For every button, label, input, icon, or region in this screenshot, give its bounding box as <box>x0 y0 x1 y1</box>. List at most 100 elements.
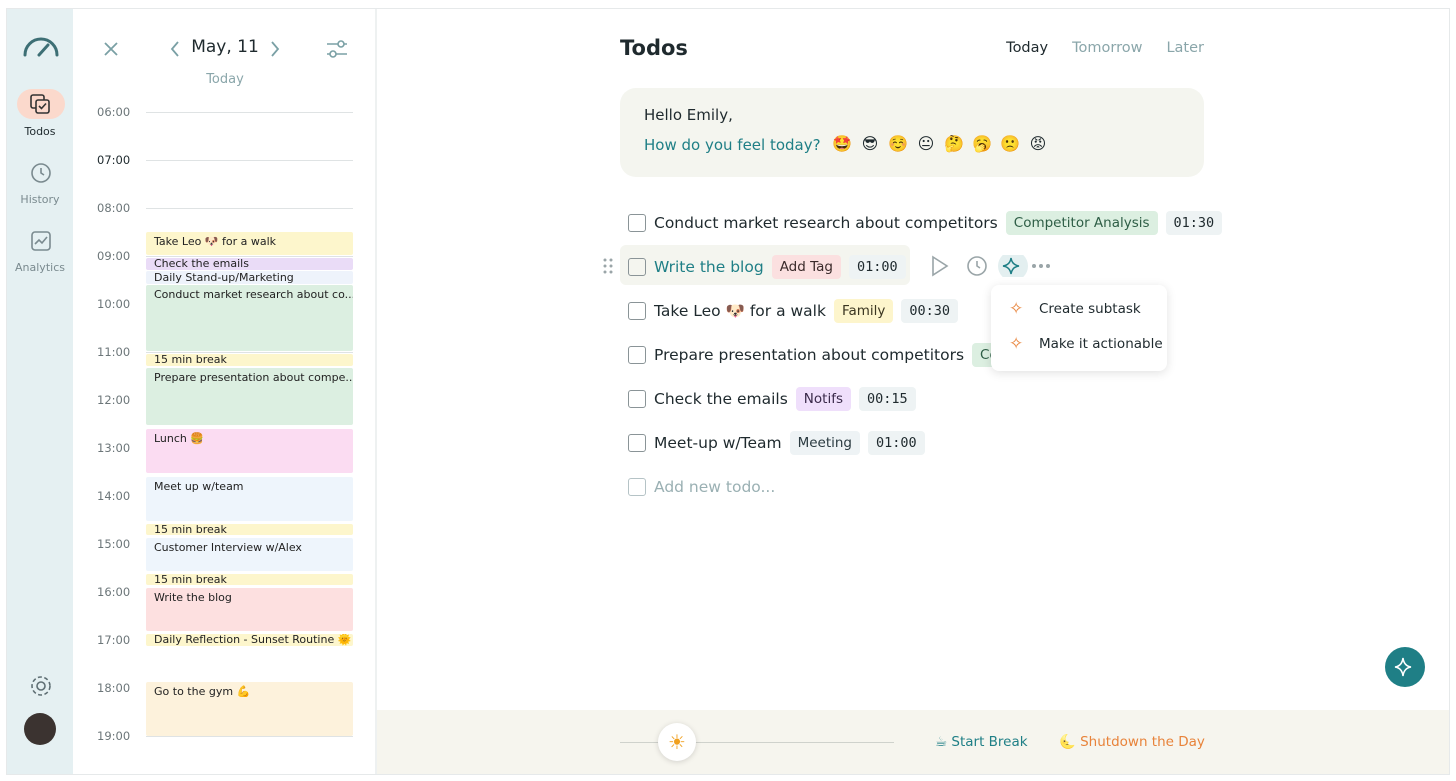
add-todo-input[interactable]: Add new todo... <box>654 478 776 496</box>
schedule-button[interactable] <box>967 256 987 276</box>
todo-time[interactable]: 01:00 <box>848 255 906 279</box>
todo-row: Write the blog Add Tag 01:00 <box>628 254 906 280</box>
calendar-panel: May, 11 Today 06:00 07:00 08:00 09:00 10:00 1… <box>73 9 377 774</box>
ai-fab[interactable] <box>1385 647 1425 687</box>
hour-label: 18:00 <box>97 681 131 695</box>
add-todo-checkbox[interactable] <box>628 478 646 496</box>
more-button[interactable] <box>1032 264 1050 268</box>
day-tab[interactable]: Later <box>1166 40 1204 56</box>
calendar-event[interactable]: Meet up w/team <box>146 477 353 521</box>
calendar-event[interactable]: Daily Reflection - Sunset Routine 🌞 <box>146 634 353 646</box>
calendar-event[interactable]: Customer Interview w/Alex <box>146 538 353 571</box>
mood-option[interactable]: 🤔 <box>944 134 964 153</box>
todo-row: Check the emails Notifs 00:15 <box>628 386 916 412</box>
todo-checkbox[interactable] <box>628 390 646 408</box>
hour-label: 08:00 <box>97 201 131 215</box>
mood-option[interactable]: ☺️ <box>888 134 908 153</box>
start-break-button[interactable]: ☕ Start Break <box>935 734 1028 750</box>
hour-label: 13:00 <box>97 441 131 455</box>
calendar-event[interactable]: Take Leo 🐶 for a walk <box>146 232 353 255</box>
todo-text[interactable]: Write the blog <box>654 258 764 276</box>
todo-checkbox[interactable] <box>628 214 646 232</box>
calendar-date: May, 11 <box>191 37 259 57</box>
hour-label: 10:00 <box>97 297 131 311</box>
todo-checkbox[interactable] <box>628 258 646 276</box>
next-day[interactable] <box>269 40 281 58</box>
mood-option[interactable]: 😐 <box>917 134 935 153</box>
day-slider-handle[interactable]: ☀ <box>658 723 696 761</box>
todo-text[interactable]: Take Leo 🐶 for a walk <box>654 302 826 320</box>
day-tabs: Today Tomorrow Later <box>977 40 1204 56</box>
hour-label: 17:00 <box>97 633 131 647</box>
mood-option[interactable]: 🙁 <box>1000 134 1020 153</box>
todo-time[interactable]: 01:00 <box>868 431 925 455</box>
mood-option[interactable]: 😎 <box>861 134 879 153</box>
hour-label: 14:00 <box>97 489 131 503</box>
play-button[interactable] <box>932 255 949 277</box>
drag-handle[interactable] <box>603 258 613 274</box>
prev-day[interactable] <box>169 40 181 58</box>
todos-icon <box>30 94 50 114</box>
calendar-event[interactable]: Prepare presentation about compe... <box>146 368 353 425</box>
settings-icon[interactable] <box>29 674 53 698</box>
hour-line <box>146 160 353 161</box>
mood-option[interactable]: 🤩 <box>832 134 852 153</box>
calendar-event[interactable]: Daily Stand-up/Marketing <box>146 271 353 284</box>
add-todo-row: Add new todo... <box>628 474 775 500</box>
nav-history[interactable]: History <box>20 193 60 206</box>
ai-menu-item[interactable]: ✧ Create subtask <box>1009 299 1141 319</box>
hour-label: 07:00 <box>97 153 131 167</box>
calendar-event[interactable]: Write the blog <box>146 588 353 631</box>
hour-label: 06:00 <box>97 105 131 119</box>
day-tab[interactable]: Tomorrow <box>1072 40 1143 56</box>
todo-text[interactable]: Check the emails <box>654 390 788 408</box>
page-title: Todos <box>620 36 688 60</box>
day-tab[interactable]: Today <box>1006 40 1049 56</box>
calendar-event[interactable]: 15 min break <box>146 574 353 585</box>
ai-button-bg[interactable] <box>998 255 1028 277</box>
hour-line <box>146 112 353 113</box>
todo-tag[interactable]: Meeting <box>789 431 861 455</box>
ai-menu-label: Create subtask <box>1039 301 1141 317</box>
calendar-event[interactable]: 15 min break <box>146 524 353 535</box>
todo-text[interactable]: Meet-up w/Team <box>654 434 782 452</box>
calendar-event[interactable]: 15 min break <box>146 354 353 366</box>
hour-label: 09:00 <box>97 249 131 263</box>
calendar-event[interactable]: Lunch 🍔 <box>146 429 353 473</box>
close-button[interactable] <box>103 41 119 57</box>
sidebar: Todos History Analytics <box>7 9 73 774</box>
mood-option[interactable]: 😡 <box>1029 134 1047 153</box>
mood-prompt: How do you feel today? <box>644 136 821 154</box>
todo-checkbox[interactable] <box>628 302 646 320</box>
calendar-event[interactable]: Go to the gym 💪 <box>146 682 353 736</box>
todo-checkbox[interactable] <box>628 346 646 364</box>
greeting-card: Hello Emily, How do you feel today? 🤩 😎 ☺️… <box>620 88 1204 177</box>
avatar[interactable] <box>24 713 56 745</box>
shutdown-button[interactable]: 🌜 Shutdown the Day <box>1059 734 1205 750</box>
todo-tag[interactable]: Family <box>833 299 894 323</box>
todo-tag[interactable]: Add Tag <box>771 255 841 279</box>
todo-text[interactable]: Conduct market research about competitor… <box>654 214 998 232</box>
calendar-subtitle: Today <box>206 72 244 87</box>
todo-row: Meet-up w/Team Meeting 01:00 <box>628 430 925 456</box>
todo-checkbox[interactable] <box>628 434 646 452</box>
nav-analytics[interactable]: Analytics <box>15 261 65 274</box>
todo-text[interactable]: Prepare presentation about competitors <box>654 346 965 364</box>
filter-button[interactable] <box>325 39 349 59</box>
greeting: Hello Emily, <box>644 106 733 124</box>
day-slider-track <box>620 742 894 743</box>
hour-label: 19:00 <box>97 729 131 743</box>
sparkle-icon: ✧ <box>1009 334 1024 354</box>
sparkle-icon: ✧ <box>1009 299 1024 319</box>
todo-tag[interactable]: Notifs <box>795 387 851 411</box>
todo-time[interactable]: 00:15 <box>859 387 916 411</box>
ai-menu-item[interactable]: ✧ Make it actionable <box>1009 334 1163 354</box>
todo-time[interactable]: 01:30 <box>1165 211 1223 235</box>
analytics-icon <box>31 231 51 251</box>
todo-tag[interactable]: Competitor Analysis <box>1005 211 1158 235</box>
mood-option[interactable]: 🥱 <box>972 134 992 153</box>
todo-time[interactable]: 00:30 <box>901 299 959 323</box>
calendar-event[interactable]: Check the emails <box>146 258 353 270</box>
calendar-event[interactable]: Conduct market research about co... <box>146 285 353 351</box>
nav-todos[interactable]: Todos <box>24 125 56 138</box>
